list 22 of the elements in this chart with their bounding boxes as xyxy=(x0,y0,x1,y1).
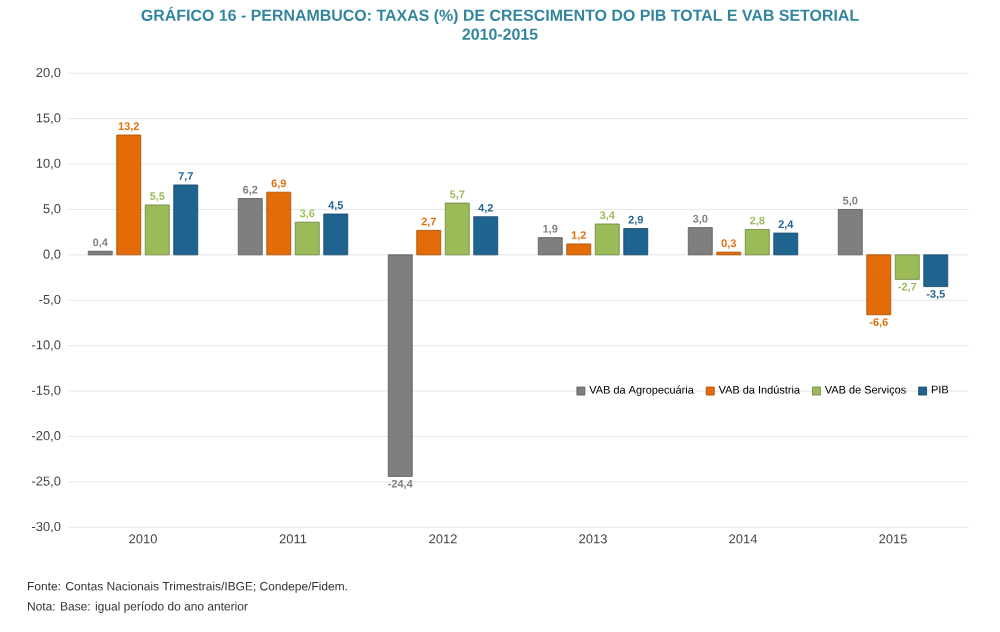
bar xyxy=(894,254,920,281)
bar xyxy=(173,184,199,256)
bar xyxy=(623,228,649,256)
bar xyxy=(444,203,470,256)
bar xyxy=(566,243,592,256)
bar xyxy=(837,209,863,256)
bar xyxy=(744,229,770,256)
bar xyxy=(416,230,442,256)
bar xyxy=(923,254,949,288)
bar xyxy=(773,233,799,256)
bar xyxy=(473,216,499,256)
bar xyxy=(323,213,349,256)
bar xyxy=(537,237,563,256)
bar xyxy=(687,227,713,256)
bar xyxy=(387,254,413,478)
bar xyxy=(866,254,892,316)
bar xyxy=(116,134,142,256)
bar xyxy=(266,192,292,256)
bar xyxy=(144,204,170,256)
bar xyxy=(594,223,620,256)
bar xyxy=(294,222,320,256)
bar xyxy=(237,198,263,256)
